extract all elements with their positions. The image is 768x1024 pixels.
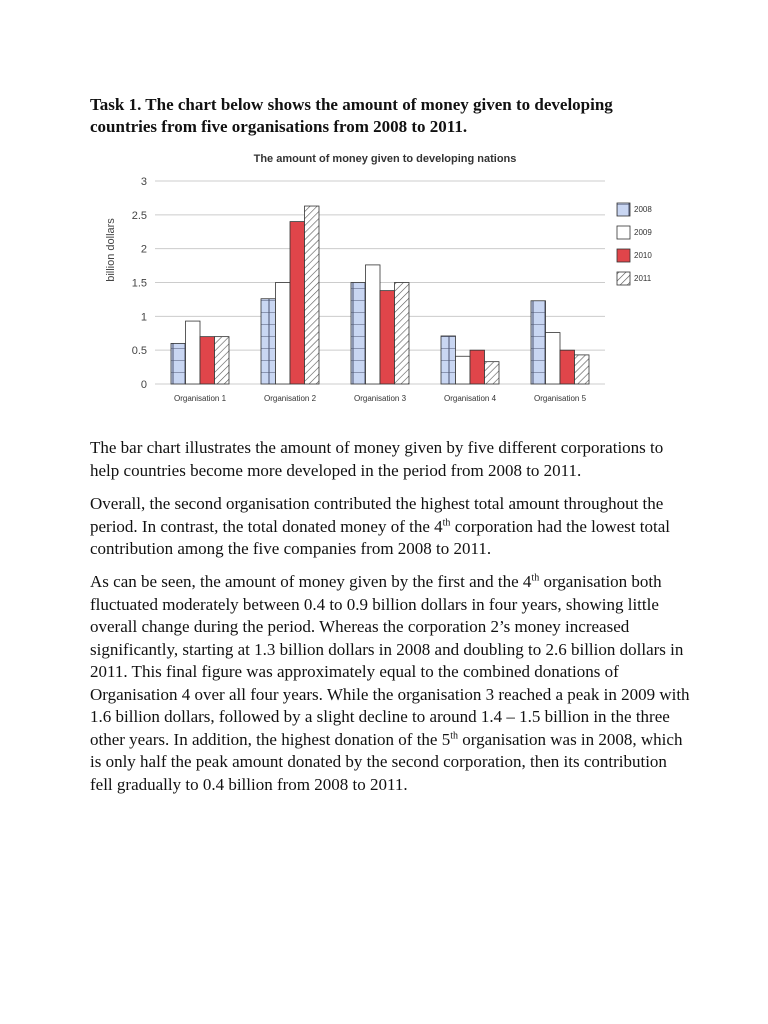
chart-title: The amount of money given to developing … (254, 153, 517, 165)
text-segment: The bar chart illustrates the amount of … (90, 438, 664, 480)
bar-2009 (545, 332, 561, 385)
bar-2011 (484, 361, 500, 385)
bar-2010 (379, 290, 395, 385)
bar-2008 (530, 300, 546, 385)
paragraph-details: As can be seen, the amount of money give… (90, 571, 690, 796)
y-tick-label: 3 (141, 176, 147, 188)
legend-label: 2008 (634, 205, 652, 214)
bar-2009 (185, 320, 201, 385)
bar-2011 (214, 336, 230, 385)
superscript: th (442, 516, 451, 528)
bar-2009 (275, 282, 291, 385)
bar-2008 (170, 342, 186, 385)
text-segment: organisation both fluctuated moderately … (90, 572, 690, 749)
bar-2010 (289, 221, 305, 385)
paragraph-overview: Overall, the second organisation contrib… (90, 493, 690, 561)
x-tick-label: Organisation 2 (264, 394, 317, 403)
bar-2009 (455, 355, 471, 385)
legend-label: 2010 (634, 251, 652, 260)
superscript: th (531, 572, 540, 584)
x-tick-label: Organisation 5 (534, 394, 587, 403)
legend-label: 2009 (634, 228, 652, 237)
text-segment: corporation had the lowest total contrib… (90, 516, 670, 559)
text-segment: As can be seen, the amount of money give… (90, 572, 532, 591)
task-heading: Task 1. The chart below shows the amount… (90, 95, 613, 136)
legend-swatch-2008 (616, 202, 631, 217)
bar-2010 (469, 349, 485, 385)
text-segment: Overall, the second organisation contrib… (90, 494, 664, 536)
y-tick-label: 2 (141, 244, 147, 256)
bar-chart: The amount of money given to developing … (105, 153, 652, 403)
bar-2009 (365, 264, 381, 385)
bar-2011 (304, 205, 320, 385)
bar-2008 (350, 282, 366, 385)
legend-swatch-2011 (616, 271, 631, 286)
legend-swatch-2010 (616, 248, 631, 263)
x-tick-label: Organisation 3 (354, 394, 407, 403)
text-segment: organisation was in 2008, which is only … (90, 729, 683, 794)
bar-2008 (440, 335, 456, 385)
y-tick-label: 1.5 (132, 278, 147, 290)
bar-2011 (394, 282, 410, 385)
bar-2011 (574, 354, 590, 385)
bar-2010 (199, 336, 215, 385)
y-tick-label: 0.5 (132, 345, 147, 357)
x-tick-label: Organisation 4 (444, 394, 497, 403)
y-tick-label: 2.5 (132, 210, 147, 222)
bar-2008 (260, 298, 276, 385)
y-tick-label: 1 (141, 311, 147, 323)
paragraph-intro: The bar chart illustrates the amount of … (90, 437, 690, 482)
legend-label: 2011 (634, 274, 652, 283)
y-tick-label: 0 (141, 379, 147, 391)
legend-swatch-2009 (616, 225, 631, 240)
bar-2010 (559, 349, 575, 385)
y-axis-label: billion dollars (105, 218, 117, 282)
x-tick-label: Organisation 1 (174, 394, 227, 403)
superscript: th (450, 729, 459, 741)
